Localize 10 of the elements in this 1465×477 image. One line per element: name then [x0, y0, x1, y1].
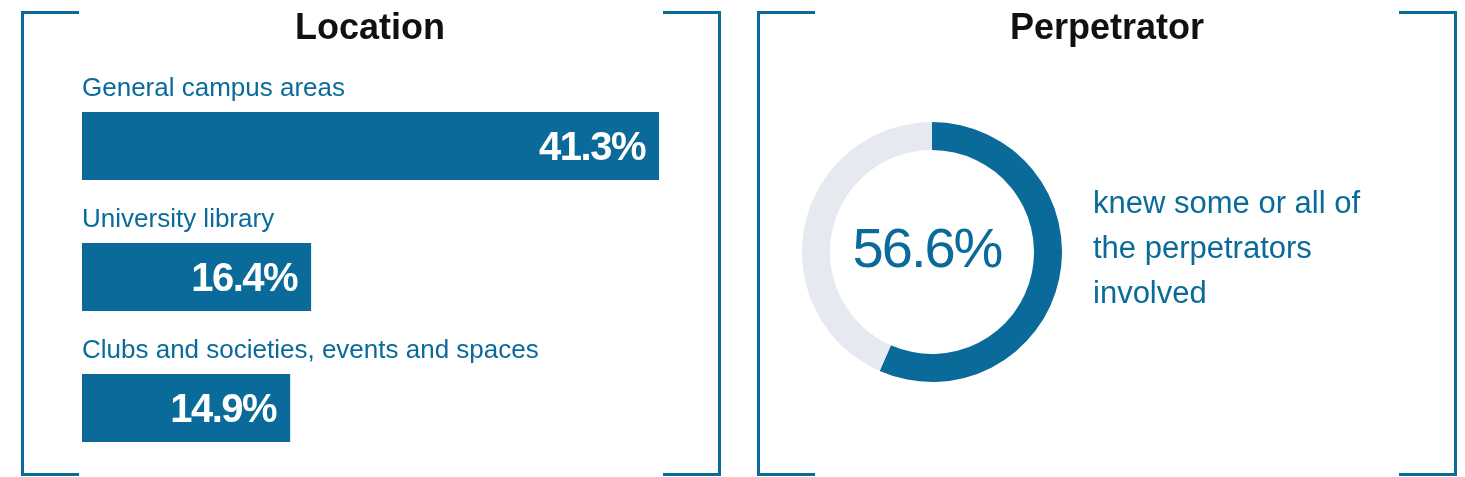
chart-title: Location [294, 6, 446, 48]
y-tick-label: Clubs and societies, events and spaces [82, 334, 539, 364]
data-label: 41.3% [539, 124, 646, 168]
data-label: 16.4% [191, 255, 299, 299]
text: knew some or all of the perpetrators involved [1093, 184, 1362, 312]
y-tick-label: General campus areas [82, 72, 346, 102]
data-label: 14.9% [170, 386, 278, 430]
chart-title: Perpetrator [1008, 6, 1206, 48]
text: 56.6% [852, 216, 1002, 279]
y-tick-label: University library [82, 203, 275, 233]
